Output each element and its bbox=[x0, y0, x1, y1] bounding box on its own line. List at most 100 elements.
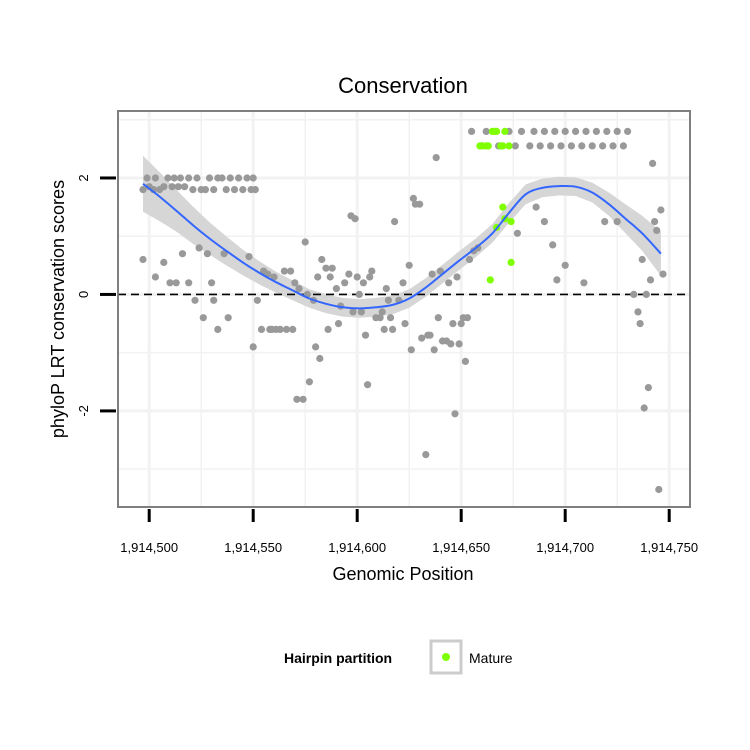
other-point bbox=[468, 127, 476, 135]
other-point bbox=[619, 142, 628, 150]
other-point bbox=[551, 127, 559, 135]
mature-point bbox=[507, 258, 515, 266]
mature-point bbox=[505, 142, 513, 150]
other-point bbox=[405, 261, 413, 269]
other-point bbox=[463, 314, 471, 322]
mature-point bbox=[501, 127, 509, 135]
other-point bbox=[449, 320, 457, 328]
other-point bbox=[249, 343, 257, 351]
other-point bbox=[613, 218, 621, 226]
other-point bbox=[609, 142, 617, 150]
other-point bbox=[210, 296, 218, 304]
other-point bbox=[649, 159, 657, 167]
other-point bbox=[139, 186, 147, 194]
other-point bbox=[640, 404, 648, 412]
other-point bbox=[461, 357, 469, 365]
other-point bbox=[299, 395, 307, 403]
other-point bbox=[561, 261, 569, 269]
y-axis: -2 0 2 bbox=[76, 174, 116, 417]
x-tick-label: 1,914,700 bbox=[536, 540, 594, 555]
other-point bbox=[199, 314, 207, 322]
other-point bbox=[301, 238, 309, 246]
other-point bbox=[185, 174, 193, 182]
other-point bbox=[532, 203, 540, 211]
other-point bbox=[653, 226, 661, 234]
other-point bbox=[526, 142, 534, 150]
other-point bbox=[572, 127, 580, 135]
smooth-line bbox=[142, 183, 662, 310]
other-point bbox=[578, 142, 586, 150]
other-point bbox=[314, 273, 322, 281]
other-point bbox=[176, 174, 184, 182]
chart-title: Conservation bbox=[338, 73, 468, 98]
mature-point bbox=[484, 142, 492, 150]
other-point bbox=[318, 255, 326, 264]
other-point bbox=[195, 244, 203, 252]
other-point bbox=[549, 241, 557, 249]
other-point bbox=[409, 194, 417, 202]
other-point bbox=[257, 325, 266, 333]
other-point bbox=[376, 314, 384, 322]
other-point bbox=[280, 267, 288, 275]
other-point bbox=[453, 273, 461, 281]
other-point bbox=[218, 174, 226, 182]
other-point bbox=[208, 279, 216, 287]
mature-point bbox=[499, 203, 507, 211]
other-point bbox=[553, 276, 561, 284]
legend-key-mature-dot bbox=[442, 653, 450, 661]
other-point bbox=[332, 285, 340, 293]
y-axis-title: phyloP LRT conservation scores bbox=[48, 180, 68, 438]
other-point bbox=[644, 384, 653, 392]
other-point bbox=[249, 174, 257, 182]
other-point bbox=[389, 325, 397, 333]
x-tick-label: 1,914,550 bbox=[224, 540, 282, 555]
other-point bbox=[185, 279, 193, 287]
other-point bbox=[428, 270, 436, 278]
other-point bbox=[305, 378, 313, 386]
other-point bbox=[174, 183, 182, 191]
other-point bbox=[357, 308, 365, 316]
other-point bbox=[222, 186, 230, 194]
other-point bbox=[193, 174, 201, 182]
other-point bbox=[513, 229, 522, 237]
x-tick-label: 1,914,650 bbox=[432, 540, 490, 555]
other-point bbox=[201, 186, 209, 194]
other-point bbox=[430, 346, 438, 354]
other-point bbox=[364, 381, 372, 389]
other-point bbox=[143, 174, 151, 182]
panel-border bbox=[117, 110, 691, 508]
other-point bbox=[455, 340, 463, 348]
other-point bbox=[599, 142, 607, 150]
other-point bbox=[561, 127, 569, 135]
other-point bbox=[291, 279, 299, 287]
other-point bbox=[657, 206, 665, 214]
other-point bbox=[243, 174, 251, 182]
mature-point bbox=[499, 142, 507, 150]
other-point bbox=[517, 127, 526, 135]
other-point bbox=[351, 215, 359, 223]
other-point bbox=[567, 142, 576, 150]
other-point bbox=[407, 346, 415, 354]
other-point bbox=[220, 250, 228, 258]
other-point bbox=[181, 183, 189, 191]
other-point bbox=[355, 290, 363, 298]
other-point bbox=[540, 218, 549, 226]
other-point bbox=[289, 325, 297, 333]
other-point bbox=[178, 250, 187, 258]
other-point bbox=[638, 255, 646, 264]
other-point bbox=[451, 410, 459, 418]
other-point bbox=[601, 218, 609, 226]
mature-point bbox=[493, 127, 501, 135]
other-point bbox=[293, 395, 301, 403]
other-point bbox=[624, 127, 632, 135]
other-point bbox=[368, 267, 376, 275]
other-point bbox=[540, 127, 549, 135]
other-point bbox=[205, 174, 214, 182]
y-tick-label: 2 bbox=[76, 174, 91, 181]
other-point bbox=[391, 218, 399, 226]
other-point bbox=[345, 270, 353, 278]
other-point bbox=[530, 127, 538, 135]
other-point bbox=[326, 273, 334, 281]
other-point bbox=[582, 127, 590, 135]
other-point bbox=[276, 325, 284, 333]
